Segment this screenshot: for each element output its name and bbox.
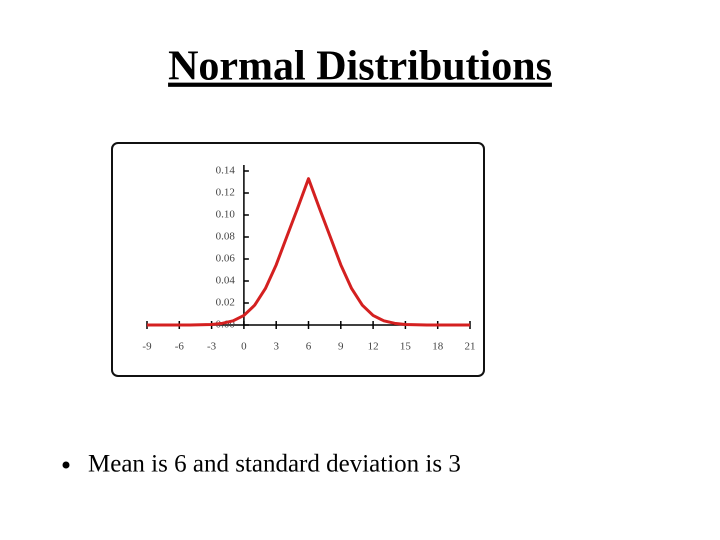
x-tick-label: 21 (465, 341, 476, 353)
x-tick-label: 9 (338, 341, 344, 353)
x-tick-label: -6 (175, 341, 185, 353)
y-tick-label: 0.08 (216, 231, 236, 243)
bullet-text: Mean is 6 and standard deviation is 3 (88, 451, 461, 478)
x-tick-label: 18 (432, 341, 444, 353)
y-tick-label: 0.10 (216, 209, 236, 221)
x-tick-label: 3 (273, 341, 279, 353)
y-tick-label: 0.06 (216, 253, 236, 265)
y-tick-label: 0.14 (216, 165, 236, 177)
y-tick-label: 0.12 (216, 187, 235, 199)
x-tick-label: 15 (400, 341, 412, 353)
curve (147, 177, 470, 327)
x-tick-label: -3 (207, 341, 217, 353)
bullet-dot (62, 461, 70, 469)
y-tick-label: 0.02 (216, 297, 235, 309)
slide-title: Normal Distributions (168, 44, 552, 90)
chart-frame (111, 142, 485, 377)
y-tick-label: 0.04 (216, 275, 236, 287)
x-tick-label: 0 (241, 341, 247, 353)
x-tick-label: 6 (306, 341, 312, 353)
x-tick-label: -9 (142, 341, 152, 353)
x-tick-label: 12 (368, 341, 379, 353)
